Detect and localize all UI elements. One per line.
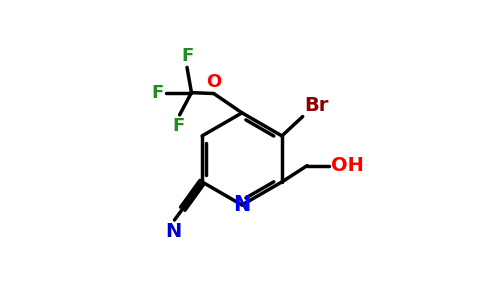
- Text: N: N: [233, 195, 251, 215]
- Text: F: F: [181, 47, 193, 65]
- Text: Br: Br: [304, 96, 329, 115]
- Text: F: F: [151, 84, 164, 102]
- Text: F: F: [172, 117, 184, 135]
- Text: OH: OH: [331, 156, 364, 175]
- Text: O: O: [206, 73, 221, 91]
- Text: N: N: [165, 222, 181, 242]
